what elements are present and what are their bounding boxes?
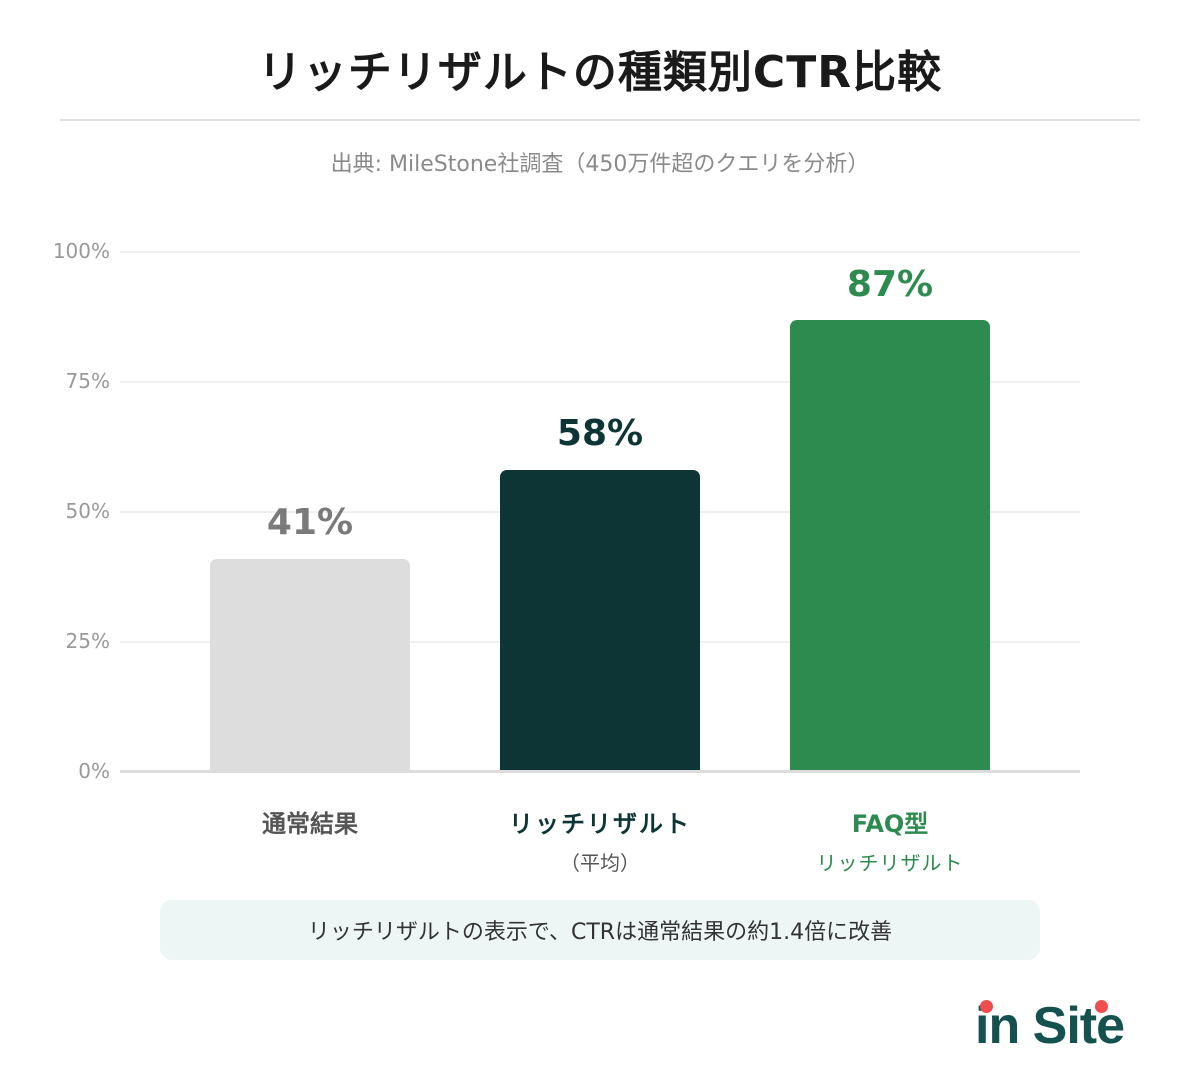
category-label-normal: 通常結果 <box>165 804 455 839</box>
bar-faq-rich-result <box>790 320 990 772</box>
bar-normal-result <box>210 559 410 772</box>
y-tick-50: 50% <box>65 499 110 523</box>
x-axis-baseline <box>120 770 1080 773</box>
bar-rich-result-average <box>500 470 700 772</box>
category-main-label: リッチリザルト <box>509 810 691 838</box>
bar-value-faq: 87% <box>846 264 934 305</box>
y-tick-0: 0% <box>78 759 110 783</box>
y-tick-25: 25% <box>65 629 110 653</box>
category-label-faq: FAQ型 リッチリザルト <box>745 804 1035 876</box>
chart-title: リッチリザルトの種類別CTR比較 <box>257 47 943 98</box>
title-divider <box>60 119 1140 121</box>
y-tick-100: 100% <box>52 239 110 263</box>
category-sub-label: （平均） <box>560 851 640 875</box>
chart-source: 出典: MileStone社調査（450万件超のクエリを分析） <box>330 152 870 177</box>
summary-callout: リッチリザルトの表示で、CTRは通常結果の約1.4倍に改善 <box>160 900 1040 960</box>
summary-text: リッチリザルトの表示で、CTRは通常結果の約1.4倍に改善 <box>307 920 893 945</box>
bar-value-normal: 41% <box>266 502 354 543</box>
logo-text-site: Site <box>1032 997 1125 1055</box>
gridline-100 <box>120 251 1080 253</box>
bar-value-rich-average: 58% <box>556 413 644 454</box>
gridline-75 <box>120 381 1080 383</box>
category-sub-label: リッチリザルト <box>816 851 964 875</box>
y-tick-75: 75% <box>65 369 110 393</box>
insite-logo: in Site <box>975 997 1125 1055</box>
category-main-label: 通常結果 <box>262 810 358 838</box>
logo-dot-i <box>980 1000 993 1013</box>
logo-dot-site-i <box>1095 1000 1108 1013</box>
category-main-label: FAQ型 <box>851 810 929 838</box>
category-label-rich-average: リッチリザルト （平均） <box>455 804 745 876</box>
